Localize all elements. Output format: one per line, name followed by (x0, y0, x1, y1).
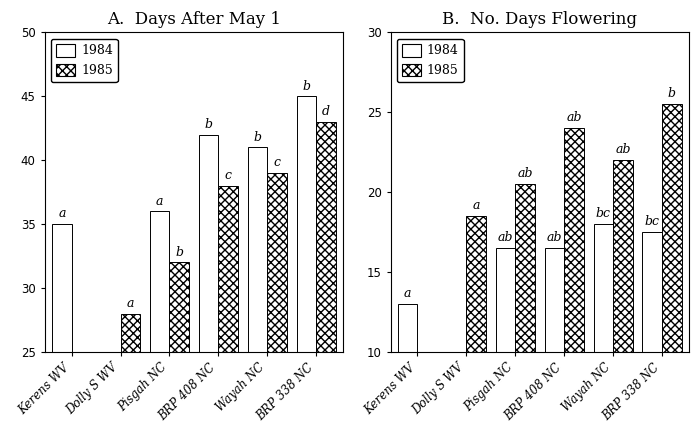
Text: ab: ab (566, 112, 582, 125)
Bar (169, 263, 189, 352)
Text: a: a (473, 199, 480, 212)
Legend: 1984, 1985: 1984, 1985 (51, 39, 118, 82)
Bar (52, 224, 71, 352)
Bar (515, 184, 535, 352)
Bar (316, 122, 336, 352)
Text: d: d (322, 105, 330, 118)
Text: b: b (253, 131, 262, 144)
Bar (297, 96, 316, 352)
Text: bc: bc (596, 207, 611, 220)
Bar (398, 304, 417, 352)
Bar (545, 248, 564, 352)
Text: ab: ab (615, 143, 631, 156)
Bar (662, 104, 682, 352)
Bar (643, 232, 662, 352)
Bar (150, 211, 169, 352)
Text: ab: ab (517, 168, 533, 181)
Text: b: b (175, 246, 183, 259)
Bar (466, 216, 486, 352)
Text: a: a (404, 287, 412, 300)
Text: bc: bc (645, 215, 659, 228)
Text: ab: ab (498, 231, 513, 244)
Bar (564, 128, 584, 352)
Bar (613, 160, 633, 352)
Title: B.  No. Days Flowering: B. No. Days Flowering (442, 11, 637, 28)
Bar (594, 224, 613, 352)
Bar (496, 248, 515, 352)
Bar (267, 173, 287, 352)
Text: c: c (225, 169, 232, 182)
Title: A.  Days After May 1: A. Days After May 1 (107, 11, 281, 28)
Bar (218, 186, 238, 352)
Text: a: a (58, 207, 66, 220)
Bar (120, 314, 140, 352)
Text: b: b (204, 118, 213, 131)
Text: a: a (156, 194, 163, 207)
Text: c: c (274, 156, 281, 169)
Text: b: b (668, 88, 676, 101)
Text: a: a (127, 297, 134, 310)
Bar (199, 135, 218, 352)
Text: ab: ab (547, 231, 562, 244)
Bar (248, 148, 267, 352)
Text: b: b (302, 79, 310, 92)
Legend: 1984, 1985: 1984, 1985 (397, 39, 463, 82)
